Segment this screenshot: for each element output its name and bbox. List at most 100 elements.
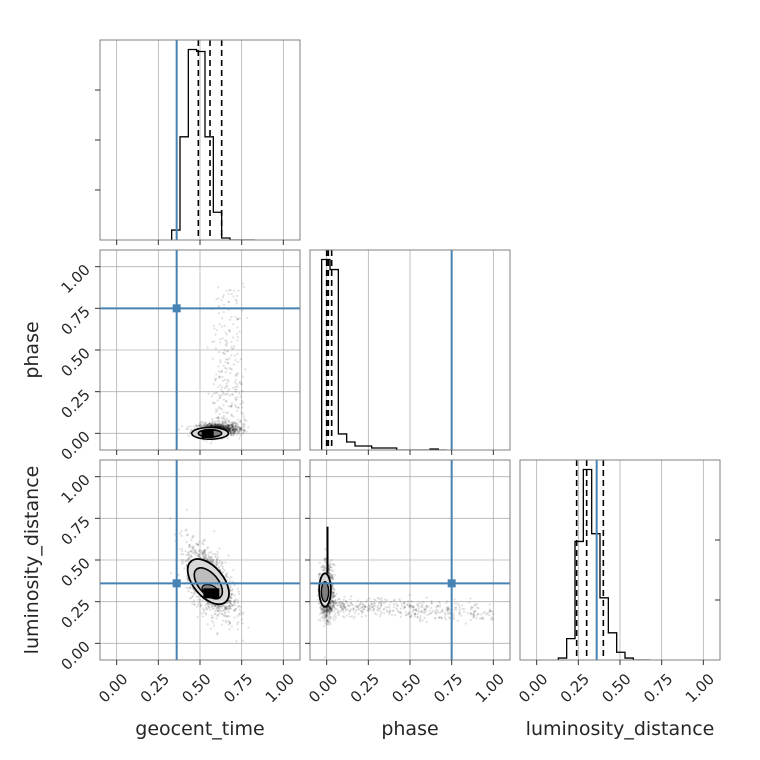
scatter-point xyxy=(332,601,335,605)
scatter-point xyxy=(217,605,220,608)
scatter-point xyxy=(221,565,224,568)
scatter-point xyxy=(331,573,334,576)
scatter-point xyxy=(225,572,228,575)
scatter-point xyxy=(199,604,203,607)
scatter-point xyxy=(214,612,217,615)
scatter-point xyxy=(414,613,417,616)
scatter-point xyxy=(404,611,408,614)
scatter-point xyxy=(220,606,223,610)
scatter-point xyxy=(243,417,246,421)
scatter-point xyxy=(227,607,230,610)
scatter-point xyxy=(322,612,325,615)
scatter-point xyxy=(231,424,235,427)
scatter-point xyxy=(225,427,228,430)
scatter-point xyxy=(200,425,203,428)
scatter-point xyxy=(337,597,340,601)
scatter-point xyxy=(425,605,429,608)
scatter-point xyxy=(222,425,225,428)
scatter-point xyxy=(228,330,231,333)
scatter-point xyxy=(346,608,349,611)
scatter-point xyxy=(229,600,232,603)
scatter-point xyxy=(371,606,374,609)
y-tick-label: 1.00 xyxy=(57,471,93,507)
scatter-point xyxy=(222,604,226,607)
scatter-point xyxy=(220,609,223,612)
scatter-point xyxy=(217,614,220,617)
scatter-point xyxy=(216,423,219,426)
scatter-point xyxy=(236,418,239,421)
scatter-point xyxy=(206,601,209,604)
scatter-point xyxy=(224,419,227,422)
scatter-point xyxy=(333,589,336,592)
scatter-point xyxy=(202,425,205,428)
scatter-point xyxy=(480,613,483,616)
scatter-point xyxy=(324,610,327,614)
scatter-point xyxy=(191,535,195,538)
scatter-point xyxy=(224,561,227,564)
scatter-point xyxy=(230,596,233,600)
scatter-point xyxy=(352,609,355,612)
scatter-point xyxy=(239,420,242,423)
scatter-point xyxy=(234,428,237,431)
scatter-point xyxy=(191,594,194,597)
scatter-point xyxy=(193,549,197,553)
scatter-point xyxy=(230,413,233,416)
scatter-point xyxy=(214,347,217,350)
scatter-point xyxy=(325,606,328,610)
scatter-point xyxy=(217,425,221,428)
scatter-point xyxy=(228,427,231,430)
scatter-point xyxy=(236,339,239,342)
scatter-point xyxy=(323,609,326,612)
scatter-point xyxy=(411,610,414,613)
scatter-point xyxy=(221,393,224,396)
scatter-point xyxy=(367,609,370,612)
scatter-point xyxy=(222,426,225,429)
scatter-point xyxy=(188,543,192,547)
scatter-point xyxy=(189,430,192,434)
scatter-point xyxy=(488,610,492,613)
scatter-point xyxy=(453,602,457,605)
scatter-point xyxy=(223,386,227,390)
scatter-point xyxy=(216,417,219,420)
scatter-point xyxy=(219,424,222,427)
scatter-point xyxy=(328,610,332,613)
scatter-point xyxy=(228,424,231,427)
scatter-point xyxy=(330,607,333,610)
scatter-point xyxy=(207,556,210,559)
scatter-point xyxy=(202,611,206,614)
scatter-point xyxy=(337,614,340,617)
scatter-point xyxy=(221,424,224,427)
scatter-point xyxy=(210,555,213,559)
scatter-point xyxy=(333,619,336,622)
scatter-point xyxy=(235,382,238,386)
scatter-point xyxy=(399,607,403,610)
scatter-point xyxy=(354,605,357,608)
scatter-point xyxy=(229,423,232,426)
scatter-point xyxy=(332,606,336,609)
scatter-point xyxy=(328,605,332,608)
scatter-point xyxy=(425,607,428,611)
scatter-point xyxy=(211,605,214,608)
scatter-point xyxy=(331,578,335,581)
scatter-point xyxy=(228,427,231,430)
scatter-point xyxy=(222,422,225,425)
scatter-point xyxy=(453,598,456,601)
scatter-point xyxy=(221,567,224,570)
scatter-point xyxy=(332,601,335,604)
scatter-point xyxy=(331,576,334,579)
scatter-point xyxy=(229,431,232,435)
scatter-point xyxy=(392,609,395,612)
scatter-point xyxy=(207,422,211,426)
scatter-point xyxy=(237,289,240,292)
scatter-point xyxy=(333,595,336,598)
scatter-point xyxy=(245,419,248,422)
scatter-clip-group xyxy=(100,460,300,660)
scatter-point xyxy=(472,614,476,617)
scatter-point xyxy=(219,359,222,362)
scatter-point xyxy=(237,612,241,616)
scatter-point xyxy=(408,606,412,609)
scatter-point xyxy=(326,622,329,625)
scatter-point xyxy=(379,613,383,616)
scatter-point xyxy=(210,605,213,608)
scatter-point xyxy=(200,603,203,606)
